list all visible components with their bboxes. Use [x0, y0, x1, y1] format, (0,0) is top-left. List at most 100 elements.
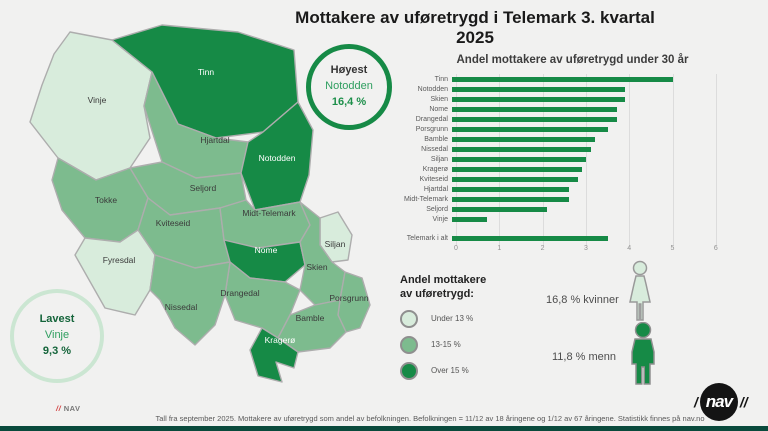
nav-logo-circle: nav: [699, 383, 738, 421]
chart-row-label: Kviteseid: [419, 175, 448, 183]
chart-bar: [452, 216, 487, 222]
map-label-vinje: Vinje: [88, 95, 107, 105]
man-icon: [623, 321, 663, 393]
chart-gridline: [629, 74, 631, 245]
nav-wordmark-small: // NAV: [56, 404, 81, 413]
map-label-notodden: Notodden: [259, 153, 296, 163]
legend-label: Over 15 %: [431, 366, 469, 375]
chart-row-label: Skien: [430, 95, 448, 103]
map-label-seljord: Seljord: [190, 183, 217, 193]
chart-bar: [452, 106, 617, 112]
lowest-municipality: Vinje: [44, 329, 70, 342]
chart-x-tick: 6: [713, 245, 718, 252]
map-region-fyresdal: [74, 229, 156, 316]
legend-circle-medium: [400, 335, 418, 354]
map-label-kviteseid: Kviteseid: [156, 218, 191, 228]
chart-row: Nissedal: [400, 144, 745, 154]
legend-label: Under 13 %: [431, 314, 474, 323]
chart-bar: [452, 76, 673, 82]
map-region-bamble: [277, 299, 347, 353]
chart-row-label: Siljan: [430, 155, 448, 163]
map-legend-item: Under 13 %: [400, 309, 486, 328]
chart-row: Notodden: [400, 84, 745, 94]
lowest-label: Lavest: [39, 313, 75, 326]
chart-row-label: Midt-Telemark: [404, 195, 448, 203]
chart-row: Seljord: [400, 204, 745, 214]
woman-icon: [620, 260, 660, 329]
legend-label: 13-15 %: [431, 340, 461, 349]
map-label-fyresdal: Fyresdal: [103, 255, 136, 265]
chart-row-label: Nissedal: [421, 145, 448, 153]
map-label-drangedal: Drangedal: [220, 288, 259, 298]
chart-row-label: Bamble: [424, 135, 448, 143]
map-legend: Andel mottakere av uføretrygd: Under 13 …: [400, 274, 486, 380]
telemark-map: Vinje Tinn Hjartdal Notodden Seljord Tok…: [29, 24, 371, 383]
chart-x-tick: 4: [627, 245, 632, 252]
chart-bar: [452, 156, 587, 162]
highest-label: Høyest: [330, 64, 368, 77]
chart-row: Telemark i alt: [400, 233, 745, 243]
chart-row: Vinje: [400, 214, 745, 224]
chart-row: Bamble: [400, 134, 745, 144]
bottom-color-bar: [0, 426, 768, 431]
map-label-tinn: Tinn: [198, 67, 214, 77]
map-legend-title-line1: Andel mottakere: [400, 274, 487, 286]
map-label-bamble: Bamble: [296, 313, 325, 323]
highest-badge: Høyest Notodden 16,4 %: [306, 44, 392, 130]
map-region-kragero: [249, 327, 299, 383]
chart-gridline: [585, 74, 587, 245]
lowest-badge: Lavest Vinje 9,3 %: [10, 289, 104, 383]
chart-row-label: Porsgrunn: [415, 125, 448, 133]
nav-slashes-icon: //: [56, 404, 62, 413]
map-label-skien: Skien: [306, 262, 328, 272]
chart-bar: [452, 136, 595, 142]
chart-bar: [452, 235, 608, 241]
chart-row: Kragerø: [400, 164, 745, 174]
chart-bar: [452, 186, 569, 192]
map-legend-items: Under 13 % 13-15 % Over 15 %: [400, 309, 486, 380]
map-label-nissedal: Nissedal: [165, 302, 198, 312]
map-label-nome: Nome: [255, 245, 278, 255]
highest-value: 16,4 %: [331, 95, 367, 108]
chart-bar: [452, 196, 569, 202]
legend-circle-dark: [400, 361, 418, 380]
chart-gridline: [715, 74, 717, 245]
chart-row: Siljan: [400, 154, 745, 164]
map-legend-title-line2: av uføretrygd:: [400, 287, 474, 300]
bar-chart-plot: Tinn Notodden Skien Nome Drangedal Porsgrunn B…: [400, 74, 745, 255]
map-legend-item: 13-15 %: [400, 335, 486, 354]
chart-x-tick: 0: [454, 245, 458, 252]
map-legend-item: Over 15 %: [400, 361, 486, 380]
chart-row-label: Tinn: [434, 75, 448, 83]
chart-row-label: Hjartdal: [423, 185, 448, 193]
chart-bar: [452, 206, 548, 212]
chart-row: Kviteseid: [400, 174, 745, 184]
chart-bar: [452, 116, 617, 122]
map-label-siljan: Siljan: [325, 239, 346, 249]
map-label-hjartdal: Hjartdal: [200, 135, 229, 145]
legend-circle-light: [400, 309, 418, 328]
chart-row: Skien: [400, 94, 745, 104]
bar-chart: Andel mottakere av uføretrygd under 30 å…: [400, 54, 745, 255]
chart-bar: [452, 86, 626, 92]
chart-row-label: Notodden: [417, 85, 448, 93]
map-region-notodden: [240, 101, 314, 211]
map-labels: Vinje Tinn Hjartdal Notodden Seljord Tok…: [88, 67, 369, 345]
bar-chart-title: Andel mottakere av uføretrygd under 30 å…: [456, 54, 689, 66]
chart-gridline: [672, 74, 674, 245]
chart-bar: [452, 126, 608, 132]
chart-x-tick: 1: [497, 245, 502, 252]
chart-row: Porsgrunn: [400, 124, 745, 134]
chart-x-tick: 5: [670, 245, 675, 252]
chart-row: Midt-Telemark: [400, 194, 745, 204]
chart-row-label: Seljord: [426, 205, 448, 213]
chart-spacer: [400, 224, 745, 233]
chart-x-tick: 3: [583, 245, 588, 252]
footnote: Tall fra september 2025. Mottakere av uf…: [155, 414, 705, 423]
lowest-value: 9,3 %: [42, 344, 72, 357]
men-share-text: 11,8 % menn: [552, 351, 617, 363]
chart-bar: [452, 146, 591, 152]
chart-x-axis: 0 1 2 3 4 5 6: [400, 243, 745, 255]
nav-logo-slash-right: //: [739, 394, 748, 410]
map-regions: [29, 24, 371, 383]
